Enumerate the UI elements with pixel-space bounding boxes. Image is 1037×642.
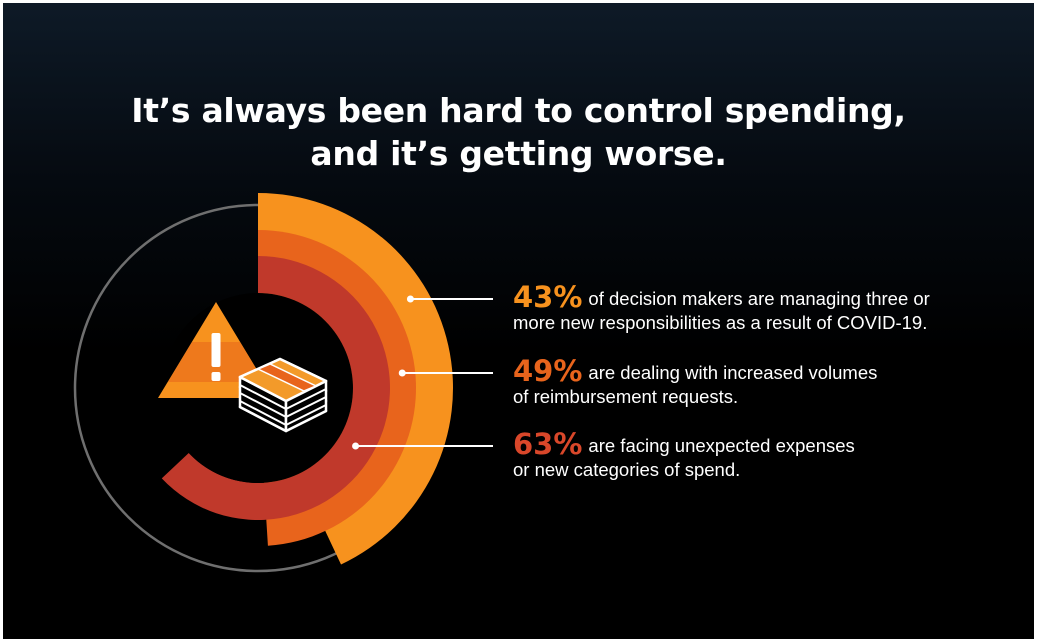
bill-edge-1 xyxy=(239,384,327,411)
arc-63-percent xyxy=(161,256,391,520)
stat-text-2b: of reimbursement requests. xyxy=(513,386,739,407)
stat-text-2a: are dealing with increased volumes xyxy=(588,362,878,383)
stat-value-1: 43% xyxy=(513,280,583,314)
title-line-1: It’s always been hard to control spendin… xyxy=(131,91,906,130)
stat-item-3: 63% are facing unexpected expenses or new… xyxy=(513,430,855,482)
infographic-frame: It’s always been hard to control spendin… xyxy=(3,3,1034,639)
money-band xyxy=(256,363,318,392)
title-line-2: and it’s getting worse. xyxy=(310,134,727,173)
stat-value-3: 63% xyxy=(513,427,583,461)
stat-value-2: 49% xyxy=(513,354,583,388)
stat-text-1b: more new responsibilities as a result of… xyxy=(513,312,928,333)
stat-text-1a: of decision makers are managing three or xyxy=(588,288,930,309)
stat-item-1: 43% of decision makers are managing three… xyxy=(513,283,930,335)
stat-item-2: 49% are dealing with increased volumes of… xyxy=(513,357,878,409)
leader-lines xyxy=(352,295,493,450)
page-title: It’s always been hard to control spendin… xyxy=(3,89,1034,175)
stat-text-3b: or new categories of spend. xyxy=(513,459,741,480)
radial-bar-chart xyxy=(73,193,493,573)
bill-edge-3 xyxy=(239,400,327,427)
bill-edge-2 xyxy=(239,392,327,419)
money-stack-icon xyxy=(238,357,328,433)
stat-text-3a: are facing unexpected expenses xyxy=(588,435,855,456)
